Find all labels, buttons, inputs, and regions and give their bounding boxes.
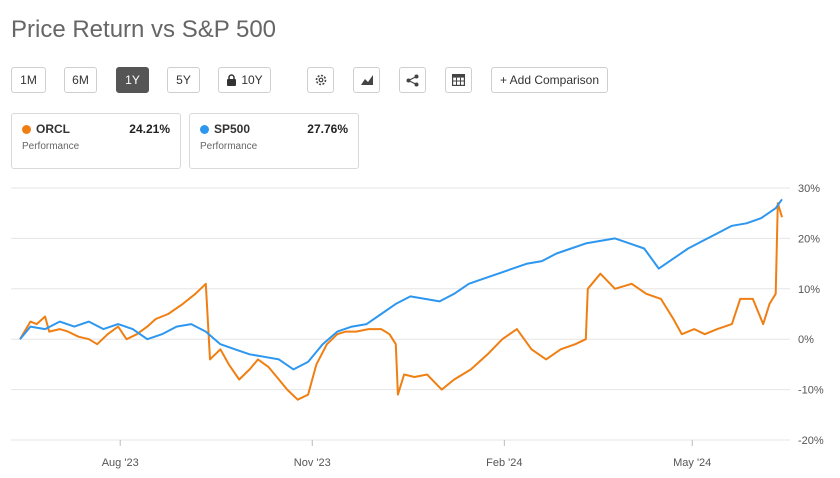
sp500-ticker: SP500 (214, 122, 251, 136)
range-1m-button[interactable]: 1M (11, 67, 46, 93)
range-10y-button[interactable]: 10Y (218, 67, 271, 93)
y-axis-ticks: 30% 20% 10% 0% -10% -20% (798, 183, 824, 447)
range-5y-label: 5Y (176, 73, 191, 87)
x-tick-label: Aug '23 (102, 457, 139, 469)
sp500-performance-label: Performance (200, 141, 258, 152)
orcl-card[interactable]: ORCL 24.21% Performance (11, 113, 181, 169)
x-tick-label: Nov '23 (294, 457, 331, 469)
sp500-color-dot (200, 124, 209, 134)
share-icon (406, 74, 419, 87)
y-tick-label: -10% (798, 385, 824, 397)
table-icon (452, 74, 465, 86)
settings-button[interactable] (307, 67, 334, 93)
add-comparison-label: + Add Comparison (499, 73, 600, 87)
range-1y-label: 1Y (125, 73, 140, 87)
chart-grid (11, 187, 790, 441)
orcl-card-name: ORCL (22, 122, 70, 136)
orcl-series-line (19, 202, 783, 401)
sp500-card[interactable]: SP500 27.76% Performance (189, 113, 359, 169)
x-tick-label: May '24 (673, 457, 711, 469)
x-axis-ticks: Aug '23 Nov '23 Feb '24 May '24 (102, 440, 711, 469)
x-tick-label: Feb '24 (486, 457, 522, 469)
price-return-chart[interactable]: 30% 20% 10% 0% -10% -20% Aug '23 Nov '23 Feb '2… (0, 178, 840, 478)
table-button[interactable] (445, 67, 472, 93)
range-1m-label: 1M (20, 73, 37, 87)
sp500-card-name: SP500 (200, 122, 250, 136)
range-10y-label: 10Y (241, 73, 263, 87)
share-button[interactable] (399, 67, 426, 93)
y-tick-label: 0% (798, 334, 814, 346)
orcl-performance-value: 24.21% (129, 122, 170, 136)
lock-icon (226, 74, 237, 86)
range-1y-button[interactable]: 1Y (116, 67, 149, 93)
y-tick-label: -20% (798, 435, 824, 447)
orcl-color-dot (22, 124, 31, 134)
orcl-performance-label: Performance (22, 141, 80, 152)
range-6m-button[interactable]: 6M (64, 67, 97, 93)
chart-series (19, 198, 783, 401)
range-6m-label: 6M (72, 73, 89, 87)
gear-icon (314, 73, 328, 87)
add-comparison-button[interactable]: + Add Comparison (491, 67, 608, 93)
chart-type-icon (360, 74, 374, 86)
chart-type-button[interactable] (353, 67, 380, 93)
sp500-performance-value: 27.76% (307, 122, 348, 136)
page-title: Price Return vs S&P 500 (11, 16, 277, 43)
y-tick-label: 30% (798, 183, 820, 195)
y-tick-label: 10% (798, 284, 820, 296)
range-5y-button[interactable]: 5Y (167, 67, 200, 93)
y-tick-label: 20% (798, 233, 820, 245)
orcl-ticker: ORCL (36, 122, 70, 136)
sp500-series-line (19, 198, 783, 371)
